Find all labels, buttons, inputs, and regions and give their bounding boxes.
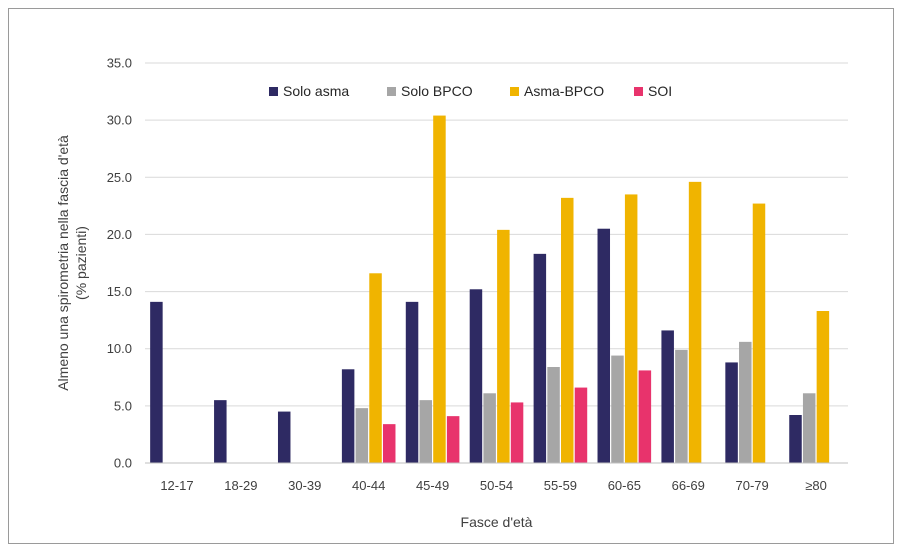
bar [533,253,547,463]
legend-label: SOI [648,83,672,99]
y-tick-label: 0.0 [114,456,132,471]
legend-label: Asma-BPCO [524,83,604,99]
bar [341,369,355,463]
y-tick-label: 20.0 [107,227,132,242]
bar [661,330,674,463]
x-tick-label: 60-65 [608,478,641,493]
bar [597,228,611,463]
bar [497,229,510,463]
bar [611,355,624,463]
x-tick-label: 45-49 [416,478,449,493]
y-tick-label: 10.0 [107,341,132,356]
bar [469,289,483,463]
y-tick-label: 5.0 [114,398,132,413]
bar [789,415,802,463]
bar [419,400,432,463]
x-axis-title: Fasce d'età [461,514,533,530]
y-tick-label: 15.0 [107,284,132,299]
bar [355,408,369,463]
legend-swatch [634,87,643,96]
y-tick-label: 35.0 [107,56,132,71]
y-axis-title-line-1: Almeno una spirometria nella fascia d'et… [55,135,71,391]
x-tick-label: 30-39 [288,478,321,493]
bar [446,416,460,463]
x-tick-label: 55-59 [544,478,577,493]
legend-label: Solo asma [283,83,349,99]
bar [624,194,638,463]
x-tick-label: 70-79 [736,478,769,493]
x-tick-label: 66-69 [672,478,705,493]
x-tick-label: ≥80 [805,478,827,493]
bar [752,203,766,464]
x-tick-labels: 12-17 18-29 30-39 40-44 45-49 50-54 55-59 60-65… [160,478,827,493]
bar [405,301,419,463]
bar [739,341,752,463]
bar [802,393,816,463]
legend: Solo asma Solo BPCO Asma-BPCO SOI [269,83,672,99]
x-tick-label: 40-44 [352,478,385,493]
x-tick-label: 12-17 [160,478,193,493]
legend-swatch [269,87,278,96]
bar [816,311,830,463]
y-tick-label: 25.0 [107,170,132,185]
bar [214,400,227,463]
legend-swatch [510,87,519,96]
bar [433,115,446,464]
y-axis-title-line-2: (% pazienti) [73,226,89,300]
bar [675,349,688,463]
bar [369,273,382,463]
bar [483,393,496,463]
bar [277,411,291,463]
bars [150,115,830,464]
x-tick-label: 50-54 [480,478,513,493]
bar [574,387,588,463]
x-tick-label: 18-29 [224,478,257,493]
legend-label: Solo BPCO [401,83,473,99]
y-tick-labels: 0.0 5.0 10.0 15.0 20.0 25.0 30.0 35.0 [107,56,132,471]
bar [547,367,560,463]
bar [725,362,738,463]
bar [561,197,574,463]
bar [688,181,702,463]
bar [382,424,396,463]
bar [510,402,524,463]
bar [638,370,652,463]
legend-swatch [387,87,396,96]
y-tick-label: 30.0 [107,113,132,128]
bar [150,301,163,463]
